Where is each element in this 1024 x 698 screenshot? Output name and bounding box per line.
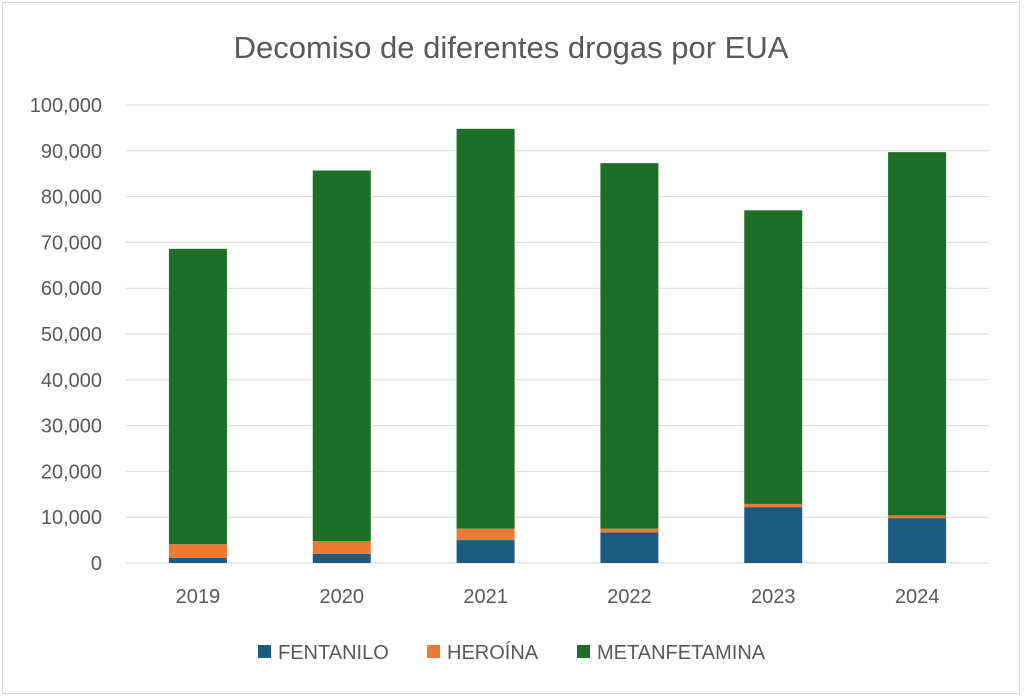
y-axis-ticks: 0 10,000 20,000 30,000 40,000 50,000 60,000 70,… — [30, 95, 102, 575]
x-tick-label: 2019 — [176, 586, 221, 608]
y-tick-label: 80,000 — [41, 187, 102, 209]
bar-segment — [600, 163, 659, 529]
bar-segment — [168, 557, 227, 563]
y-tick-label: 10,000 — [41, 507, 102, 529]
bars — [168, 128, 947, 563]
legend-swatch — [427, 645, 440, 658]
x-tick-label: 2022 — [607, 586, 652, 608]
bar-segment — [888, 515, 947, 519]
chart-title: Decomiso de diferentes drogas por EUA — [234, 30, 789, 65]
bar-segment — [888, 518, 947, 563]
gridlines — [126, 104, 989, 564]
legend-label: HEROÍNA — [447, 641, 539, 664]
y-tick-label: 70,000 — [41, 232, 102, 254]
bar-segment — [168, 248, 227, 545]
bar-segment — [456, 528, 515, 541]
bar-segment — [312, 541, 371, 554]
x-tick-label: 2024 — [895, 586, 940, 608]
x-tick-label: 2023 — [751, 586, 796, 608]
bar-segment — [456, 540, 515, 563]
bar-segment — [600, 528, 659, 533]
y-tick-label: 60,000 — [41, 278, 102, 300]
bar-segment — [312, 553, 371, 563]
x-axis-ticks: 2019 2020 2021 2022 2023 2024 — [176, 586, 940, 608]
bar-segment — [312, 170, 371, 542]
bar-segment — [888, 152, 947, 516]
legend-swatch — [258, 645, 271, 658]
legend-label: METANFETAMINA — [597, 642, 766, 664]
legend-swatch — [577, 645, 590, 658]
bar-segment — [744, 210, 803, 504]
y-tick-label: 90,000 — [41, 141, 102, 163]
legend-label: FENTANILO — [278, 642, 389, 664]
legend: FENTANILO HEROÍNA METANFETAMINA — [258, 641, 766, 664]
y-tick-label: 40,000 — [41, 370, 102, 392]
x-tick-label: 2020 — [320, 586, 365, 608]
y-tick-label: 20,000 — [41, 461, 102, 483]
bar-segment — [456, 128, 515, 529]
x-tick-label: 2021 — [463, 586, 508, 608]
y-tick-label: 100,000 — [30, 95, 102, 117]
y-tick-label: 0 — [91, 553, 102, 575]
bar-segment — [168, 544, 227, 558]
bar-segment — [600, 532, 659, 563]
bar-segment — [744, 507, 803, 563]
y-tick-label: 50,000 — [41, 324, 102, 346]
y-tick-label: 30,000 — [41, 416, 102, 438]
bar-segment — [744, 503, 803, 508]
